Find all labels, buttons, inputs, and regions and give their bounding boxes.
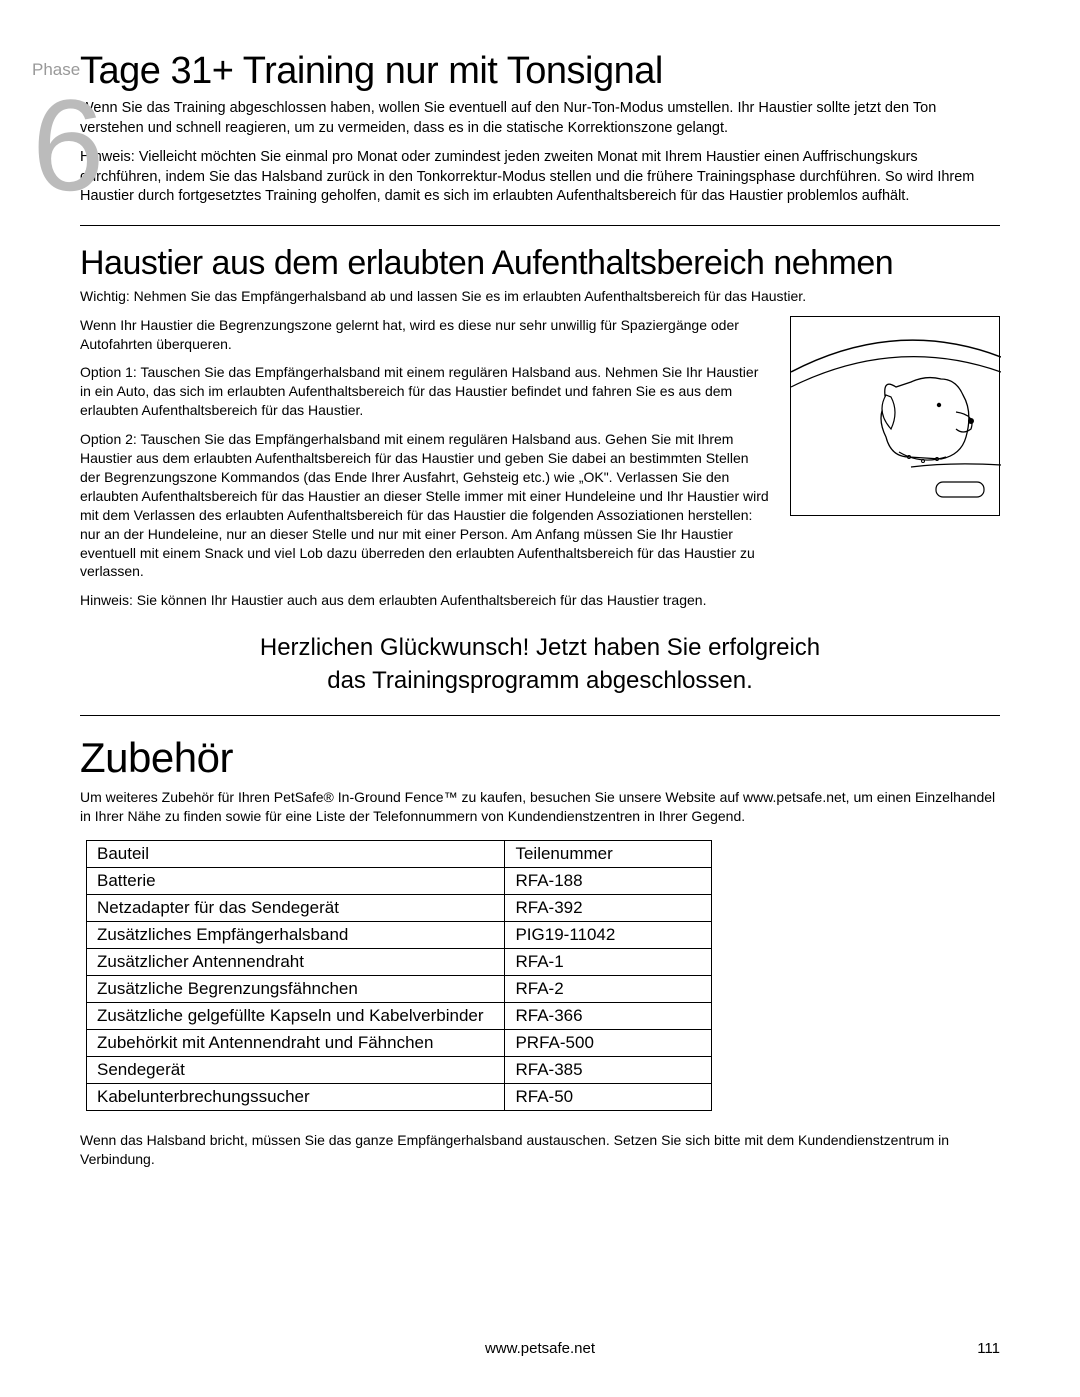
cell-part: Kabelunterbrechungssucher (87, 1083, 505, 1110)
phase-block: Phase 6 Tage 31+ Training nur mit Tonsig… (80, 50, 1000, 207)
cell-num: RFA-50 (505, 1083, 711, 1110)
cell-part: Zubehörkit mit Antennendraht und Fähnche… (87, 1029, 505, 1056)
section2-option2: Option 2: Tauschen Sie das Empfängerhals… (80, 430, 772, 581)
cell-part: Netzadapter für das Sendegerät (87, 894, 505, 921)
table-row: Zusätzliche BegrenzungsfähnchenRFA-2 (87, 975, 712, 1002)
cell-num: RFA-366 (505, 1002, 711, 1029)
table-row: SendegerätRFA-385 (87, 1056, 712, 1083)
divider-1 (80, 225, 1000, 226)
figure-column (790, 316, 1000, 516)
congrats-line2: das Trainingsprogramm abgeschlossen. (327, 667, 753, 694)
cell-part: Zusätzliches Empfängerhalsband (87, 921, 505, 948)
cell-part: Zusätzlicher Antennendraht (87, 948, 505, 975)
cell-part: Zusätzliche gelgefüllte Kapseln und Kabe… (87, 1002, 505, 1029)
cell-num: RFA-392 (505, 894, 711, 921)
page-number: 111 (977, 1340, 1000, 1357)
section2-intro: Wenn Ihr Haustier die Begrenzungszone ge… (80, 316, 772, 354)
section2-important: Wichtig: Nehmen Sie das Empfängerhalsban… (80, 287, 1000, 306)
table-row: KabelunterbrechungssucherRFA-50 (87, 1083, 712, 1110)
dog-illustration-icon (791, 317, 1001, 517)
table-row: Zusätzliches EmpfängerhalsbandPIG19-1104… (87, 921, 712, 948)
table-row: Zubehörkit mit Antennendraht und Fähnche… (87, 1029, 712, 1056)
congrats-line1: Herzlichen Glückwunsch! Jetzt haben Sie … (260, 634, 820, 661)
section2-body: Wenn Ihr Haustier die Begrenzungszone ge… (80, 316, 1000, 592)
section2-option1: Option 1: Tauschen Sie das Empfängerhals… (80, 363, 772, 420)
accessories-intro: Um weiteres Zubehör für Ihren PetSafe® I… (80, 788, 1000, 826)
accessories-title: Zubehör (80, 734, 1000, 782)
dog-in-car-figure (790, 316, 1000, 516)
cell-num: RFA-188 (505, 867, 711, 894)
cell-part: Sendegerät (87, 1056, 505, 1083)
section2-title: Haustier aus dem erlaubten Aufenthaltsbe… (80, 244, 1000, 283)
phase-number: 6 (32, 80, 104, 210)
page-footer: www.petsafe.net 111 (80, 1340, 1000, 1357)
congrats-message: Herzlichen Glückwunsch! Jetzt haben Sie … (80, 632, 1000, 697)
section2-text-column: Wenn Ihr Haustier die Begrenzungszone ge… (80, 316, 772, 592)
table-row: Zusätzlicher AntennendrahtRFA-1 (87, 948, 712, 975)
cell-num: RFA-2 (505, 975, 711, 1002)
section1-p2: Hinweis: Vielleicht möchten Sie einmal p… (80, 148, 1000, 207)
accessories-table: BauteilTeilenummerBatterieRFA-188Netzada… (86, 840, 712, 1111)
section1-title: Tage 31+ Training nur mit Tonsignal (80, 50, 1000, 93)
cell-num: RFA-1 (505, 948, 711, 975)
document-page: Phase 6 Tage 31+ Training nur mit Tonsig… (0, 0, 1080, 1397)
cell-part: Batterie (87, 867, 505, 894)
table-row: BatterieRFA-188 (87, 867, 712, 894)
accessories-footnote: Wenn das Halsband bricht, müssen Sie das… (80, 1131, 1000, 1169)
footer-url: www.petsafe.net (485, 1340, 595, 1357)
divider-2 (80, 715, 1000, 716)
cell-num: RFA-385 (505, 1056, 711, 1083)
table-row: Netzadapter für das SendegerätRFA-392 (87, 894, 712, 921)
section2-note: Hinweis: Sie können Ihr Haustier auch au… (80, 591, 1000, 610)
header-num: Teilenummer (505, 840, 711, 867)
cell-num: PIG19-11042 (505, 921, 711, 948)
table-header-row: BauteilTeilenummer (87, 840, 712, 867)
header-part: Bauteil (87, 840, 505, 867)
cell-part: Zusätzliche Begrenzungsfähnchen (87, 975, 505, 1002)
cell-num: PRFA-500 (505, 1029, 711, 1056)
table-row: Zusätzliche gelgefüllte Kapseln und Kabe… (87, 1002, 712, 1029)
section1-p1: Wenn Sie das Training abgeschlossen habe… (80, 99, 1000, 138)
